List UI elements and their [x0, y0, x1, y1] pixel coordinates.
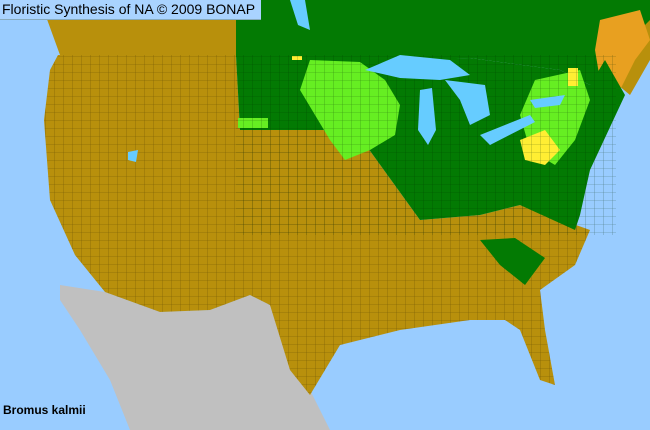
mexico-region [60, 285, 330, 430]
county-grid-present [236, 55, 616, 235]
species-name: Bromus kalmii [3, 403, 86, 417]
lake-huron [445, 80, 490, 125]
great-salt-lake [128, 150, 138, 162]
map-title: Floristic Synthesis of NA © 2009 BONAP [0, 0, 262, 20]
lake-superior [365, 55, 470, 80]
lake-ontario [530, 95, 565, 108]
lake-michigan [418, 88, 436, 145]
lake-erie [480, 115, 535, 145]
lake-winnipeg [290, 0, 310, 30]
south-carolina-present [480, 238, 545, 285]
